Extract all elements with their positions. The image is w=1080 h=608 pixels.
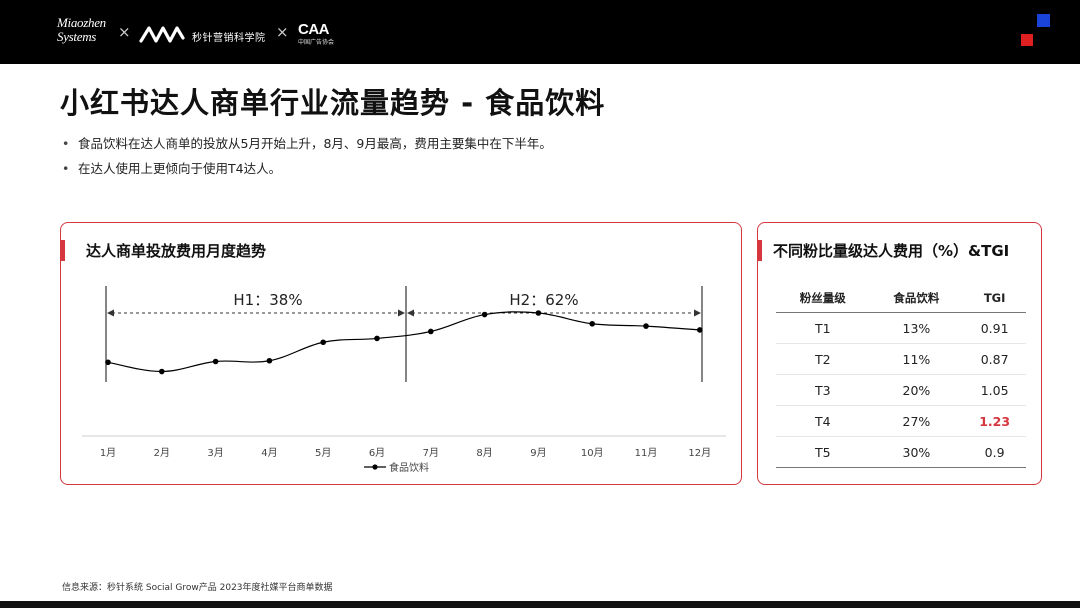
trend-chart-panel: [60, 222, 742, 485]
table-cell: 11%: [869, 343, 964, 375]
table-cell: 13%: [869, 312, 964, 344]
x-tick-label: 3月: [207, 447, 223, 459]
panel-accent-bar: [61, 240, 65, 261]
table-cell: 30%: [869, 436, 964, 468]
header-bar: Miaozhen Systems × 秒针营销科学院 × CAA 中国广告协会: [0, 0, 1080, 64]
footer-bar: [0, 601, 1080, 608]
caa-logo-subtext: 中国广告协会: [298, 39, 335, 46]
data-point: [320, 339, 327, 346]
separator: ×: [276, 23, 289, 41]
table-cell: 1.05: [963, 374, 1026, 406]
logo-line2: Systems: [57, 29, 97, 44]
x-tick-label: 12月: [688, 447, 711, 459]
column-header: 粉丝量级: [776, 283, 870, 313]
x-tick-label: 2月: [154, 447, 170, 459]
bullet-item: 在达人使用上更倾向于使用T4达人。: [62, 156, 552, 181]
bullet-list: 食品饮料在达人商单的投放从5月开始上升，8月、9月最高，费用主要集中在下半年。 …: [62, 131, 552, 181]
x-tick-label: 9月: [530, 447, 546, 459]
h1-label: H1：38%: [233, 291, 302, 309]
x-tick-label: 8月: [476, 447, 492, 459]
table-cell: T5: [776, 436, 870, 468]
table-cell: 0.91: [963, 312, 1026, 344]
bullet-item: 食品饮料在达人商单的投放从5月开始上升，8月、9月最高，费用主要集中在下半年。: [62, 131, 552, 156]
data-point: [481, 311, 488, 318]
x-tick-label: 11月: [635, 447, 658, 459]
data-point: [697, 327, 703, 333]
table-cell-highlight: 1.23: [963, 405, 1026, 437]
data-point: [589, 320, 595, 327]
table-panel-title: 不同粉比量级达人费用（%）&TGI: [773, 242, 1010, 260]
miaozhen-logo: Miaozhen Systems: [57, 16, 106, 44]
column-header: 食品饮料: [869, 283, 964, 313]
table-row: T1 13% 0.91: [776, 312, 1026, 344]
x-tick-label: 6月: [369, 447, 385, 459]
x-tick-label: 10月: [581, 447, 604, 459]
x-tick-label: 1月: [100, 447, 116, 459]
table-cell: 27%: [869, 405, 964, 437]
data-point: [105, 359, 111, 366]
arrow-head-icon: [398, 309, 405, 317]
source-note: 信息来源：秒针系统 Social Grow产品 2023年度社媒平台商单数据: [62, 583, 333, 593]
data-point: [374, 335, 380, 342]
separator: ×: [118, 23, 131, 41]
table-cell: T4: [776, 405, 870, 437]
data-point: [266, 357, 273, 364]
chart-panel-title: 达人商单投放费用月度趋势: [86, 242, 267, 260]
table-row: T2 11% 0.87: [776, 343, 1026, 375]
data-point: [643, 323, 649, 329]
data-point: [535, 310, 542, 316]
legend-label: 食品饮料: [389, 461, 429, 474]
table-row: T4 27% 1.23: [776, 405, 1026, 437]
arrow-head-icon: [694, 309, 701, 317]
table-header-row: 粉丝量级 食品饮料 TGI: [776, 283, 1026, 313]
tgi-table: 粉丝量级 食品饮料 TGI T1 13% 0.91 T2 11% 0.87 T3…: [776, 283, 1026, 468]
caa-logo-text: CAA: [298, 21, 330, 38]
table-cell: 0.9: [963, 436, 1026, 468]
table-row: T3 20% 1.05: [776, 374, 1026, 406]
data-point: [159, 368, 165, 375]
logo-line1: Miaozhen: [57, 15, 106, 30]
arrow-head-icon: [107, 309, 114, 317]
series-line: [107, 311, 700, 373]
data-point: [428, 328, 434, 335]
panel-accent-bar: [758, 240, 762, 261]
x-tick-label: 5月: [315, 447, 331, 459]
miaozhen-academy-logo-icon: [139, 26, 185, 43]
h2-label: H2：62%: [509, 291, 578, 309]
x-tick-label: 4月: [261, 447, 277, 459]
table-cell: T2: [776, 343, 870, 375]
red-square-decoration: [1021, 34, 1033, 46]
table-cell: T3: [776, 374, 870, 406]
data-point: [212, 358, 219, 365]
page-title: 小红书达人商单行业流量趋势 - 食品饮料: [60, 86, 606, 120]
table-cell: T1: [776, 312, 870, 344]
blue-square-decoration: [1037, 14, 1050, 27]
table-cell: 20%: [869, 374, 964, 406]
x-tick-label: 7月: [423, 447, 439, 459]
table-row: T5 30% 0.9: [776, 436, 1026, 468]
caa-logo: CAA 中国广告协会: [298, 22, 334, 47]
table-cell: 0.87: [963, 343, 1026, 375]
arrow-head-icon: [407, 309, 414, 317]
column-header: TGI: [963, 283, 1026, 313]
academy-name: 秒针营销科学院: [192, 33, 266, 44]
legend-marker: [372, 464, 378, 470]
